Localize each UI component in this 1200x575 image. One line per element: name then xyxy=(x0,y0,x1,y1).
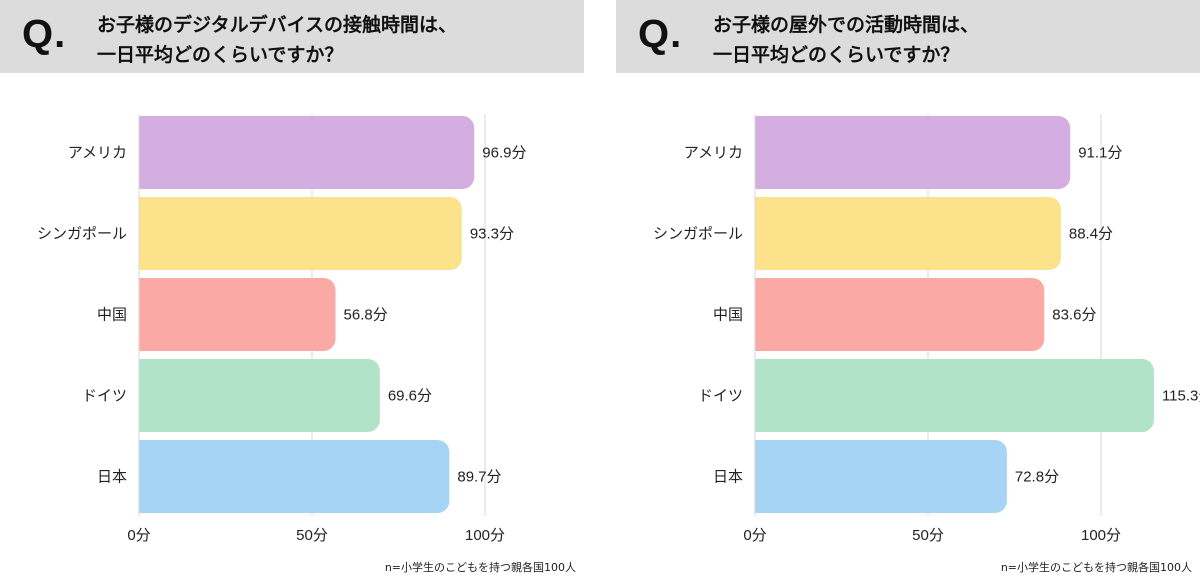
bar xyxy=(755,278,1045,351)
category-label: 日本 xyxy=(97,468,127,486)
bar xyxy=(755,359,1154,432)
x-tick-label: 100分 xyxy=(1081,527,1121,544)
category-label: ドイツ xyxy=(82,387,127,405)
chart-panel-digital-devices: Q. お子様のデジタルデバイスの接触時間は、 一日平均どのくらいですか？ 0分 5… xyxy=(0,0,584,575)
data-label: 89.7分 xyxy=(457,469,501,486)
bar xyxy=(755,440,1007,513)
question-header: Q. お子様のデジタルデバイスの接触時間は、 一日平均どのくらいですか？ xyxy=(0,0,584,73)
data-label: 83.6分 xyxy=(1052,307,1096,324)
data-label: 88.4分 xyxy=(1069,226,1113,243)
category-label: アメリカ xyxy=(68,144,127,162)
data-label: 115.3分 xyxy=(1162,388,1200,405)
bar xyxy=(755,197,1061,270)
x-tick-label: 0分 xyxy=(127,527,150,544)
data-label: 72.8分 xyxy=(1015,469,1059,486)
data-label: 69.6分 xyxy=(388,388,432,405)
question-title: お子様の屋外での活動時間は、 一日平均どのくらいですか？ xyxy=(713,10,979,70)
x-tick-label: 100分 xyxy=(465,527,505,544)
category-label: シンガポール xyxy=(37,225,127,243)
category-label: 日本 xyxy=(713,468,743,486)
bar xyxy=(139,116,475,189)
category-label: 中国 xyxy=(713,306,743,324)
question-title-line-1: お子様の屋外での活動時間は、 xyxy=(713,14,980,36)
category-label: 中国 xyxy=(97,306,127,324)
bar xyxy=(139,278,336,351)
x-tick-label: 50分 xyxy=(296,527,328,544)
category-label: ドイツ xyxy=(698,387,743,405)
data-label: 96.9分 xyxy=(482,145,526,162)
question-title-line-2: 一日平均どのくらいですか？ xyxy=(713,44,960,66)
bar xyxy=(755,116,1071,189)
question-title-line-2: 一日平均どのくらいですか？ xyxy=(97,44,344,66)
bar xyxy=(139,197,462,270)
question-mark: Q. xyxy=(638,12,683,56)
bar xyxy=(139,359,380,432)
category-label: アメリカ xyxy=(684,144,743,162)
sample-note: n=小学生のこどもを持つ親各国100人 xyxy=(384,561,576,574)
sample-note: n=小学生のこどもを持つ親各国100人 xyxy=(1000,561,1192,574)
data-label: 91.1分 xyxy=(1078,145,1122,162)
x-tick-label: 0分 xyxy=(743,527,766,544)
question-mark: Q. xyxy=(22,12,67,56)
category-label: シンガポール xyxy=(653,225,743,243)
x-tick-label: 50分 xyxy=(912,527,944,544)
data-label: 93.3分 xyxy=(470,226,514,243)
question-title-line-1: お子様のデジタルデバイスの接触時間は、 xyxy=(97,14,458,36)
chart-panel-outdoor-activity: Q. お子様の屋外での活動時間は、 一日平均どのくらいですか？ 0分 50分 100… xyxy=(616,0,1200,575)
bar xyxy=(139,440,450,513)
question-title: お子様のデジタルデバイスの接触時間は、 一日平均どのくらいですか？ xyxy=(97,10,457,70)
data-label: 56.8分 xyxy=(344,307,388,324)
question-header: Q. お子様の屋外での活動時間は、 一日平均どのくらいですか？ xyxy=(616,0,1200,73)
